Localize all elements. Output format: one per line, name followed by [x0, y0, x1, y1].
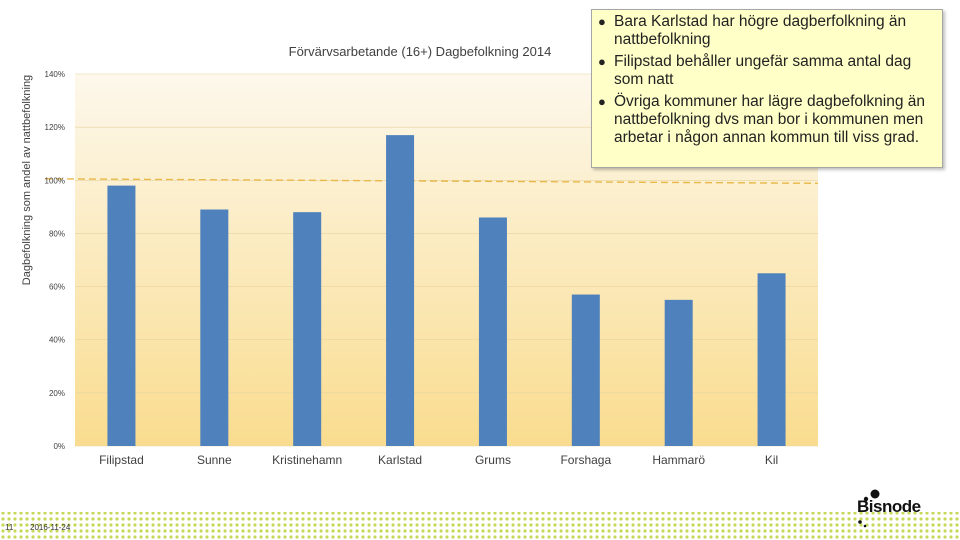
y-tick-label: 0%	[53, 442, 65, 451]
y-tick-label: 60%	[49, 283, 65, 292]
bar-grums	[478, 217, 507, 446]
chart-title: Förvärvsarbetande (16+) Dagbefolkning 20…	[288, 44, 552, 59]
y-tick-label: 20%	[49, 389, 65, 398]
callout-box: ● Bara Karlstad har högre dagberfolkning …	[591, 9, 943, 168]
y-tick-label: 40%	[49, 336, 65, 345]
footer-date: 2016-11-24	[30, 523, 71, 532]
bar-forshaga	[571, 294, 600, 446]
bar-sunne	[200, 209, 229, 446]
bar-kristinehamn	[293, 212, 322, 446]
y-tick-label: 100%	[45, 176, 65, 185]
callout-bullet: ● Filipstad behåller ungefär samma antal …	[598, 53, 912, 88]
bisnode-logo: Bisnode	[852, 488, 932, 528]
y-tick-label: 80%	[49, 229, 65, 238]
x-tick-label: Karlstad	[378, 453, 422, 467]
footer-band	[0, 512, 960, 540]
bar-kil	[757, 273, 786, 446]
callout-bullet: ● Övriga kommuner har lägre dagbefolkning…	[598, 93, 926, 146]
callout-bullet: ● Bara Karlstad har högre dagberfolkning …	[598, 13, 907, 48]
bar-filipstad	[107, 185, 136, 446]
x-tick-label: Kil	[765, 453, 778, 467]
logo-text: Bisnode	[857, 497, 921, 516]
x-tick-label: Sunne	[197, 453, 232, 467]
x-tick-label: Hammarö	[652, 453, 705, 467]
bar-karlstad	[386, 135, 415, 446]
bullet-icon: ●	[598, 14, 606, 29]
page-number: 11	[5, 523, 14, 532]
x-tick-label: Filipstad	[99, 453, 144, 467]
bullet-icon: ●	[598, 54, 606, 69]
reference-line	[44, 178, 819, 184]
y-axis-label: Dagbefolkning som andel av nattbefolknin…	[21, 74, 33, 286]
y-tick-label: 120%	[45, 123, 65, 132]
x-tick-label: Kristinehamn	[272, 453, 342, 467]
x-tick-label: Grums	[475, 453, 511, 467]
bar-hammarö	[664, 299, 693, 446]
logo-dots-icon	[858, 489, 880, 528]
x-tick-label: Forshaga	[560, 453, 611, 467]
y-tick-label: 140%	[45, 70, 65, 79]
bullet-icon: ●	[598, 94, 606, 109]
